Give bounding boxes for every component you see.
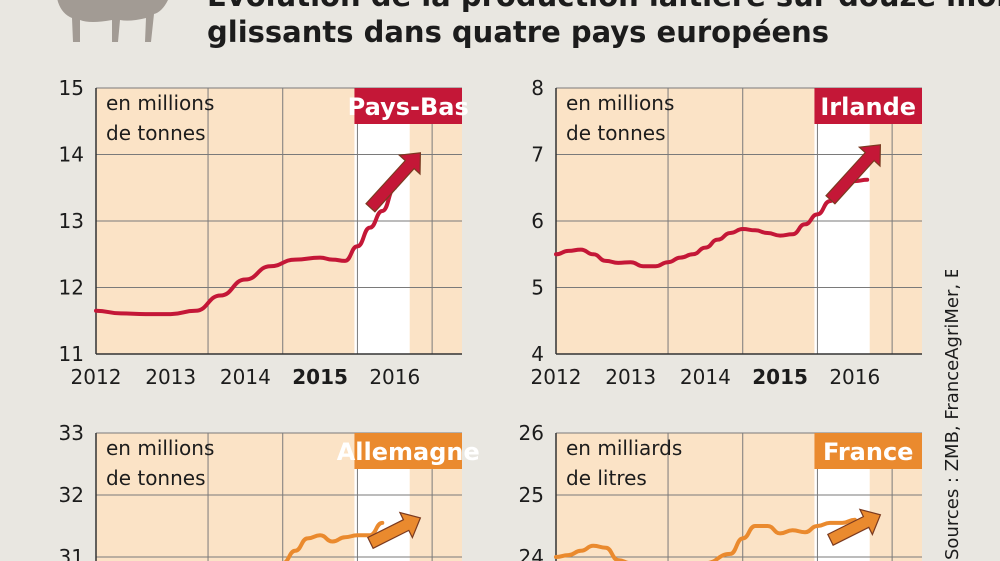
y-tick-label: 15 [59, 76, 84, 100]
unit-label-line-1: en milliards [566, 436, 682, 460]
country-label: Irlande [820, 93, 916, 121]
y-tick-label: 5 [531, 276, 544, 300]
series-line [554, 177, 870, 269]
up-arrow-icon [825, 144, 882, 205]
x-tick-label: 2016 [829, 365, 880, 389]
country-label: France [823, 438, 913, 466]
x-tick-label: 2012 [531, 365, 582, 389]
country-label-box [814, 433, 922, 469]
unit-label-line-2: de tonnes [106, 121, 206, 145]
y-tick-label: 8 [531, 76, 544, 100]
y-tick-label: 33 [59, 421, 84, 445]
x-tick-label: 2014 [680, 365, 731, 389]
x-tick-label: 2012 [71, 365, 122, 389]
series-line [94, 185, 397, 317]
x-tick-label: 2013 [605, 365, 656, 389]
unit-label-line-1: en millions [106, 436, 214, 460]
y-tick-label: 32 [59, 483, 84, 507]
country-label: Pays-Bas [348, 93, 469, 121]
y-tick-label: 11 [59, 342, 84, 366]
x-tick-label: 2013 [145, 365, 196, 389]
country-label-box [354, 433, 462, 469]
country-label-box [814, 88, 922, 124]
title-line-2: glissants dans quatre pays européens [207, 15, 830, 49]
y-tick-label: 12 [59, 276, 84, 300]
unit-label-line-1: en millions [566, 91, 674, 115]
series-line [554, 517, 857, 561]
up-arrow-icon [365, 152, 422, 213]
unit-label-line-2: de tonnes [106, 466, 206, 490]
x-tick-label: 2014 [220, 365, 271, 389]
x-tick-label: 2015 [752, 365, 808, 389]
y-tick-label: 26 [519, 421, 544, 445]
y-tick-label: 14 [59, 143, 84, 167]
chart-panel-3: 24 25 26 en milliards de litres France [519, 421, 922, 561]
y-tick-label: 31 [59, 545, 84, 561]
y-tick-label: 6 [531, 209, 544, 233]
unit-label-line-2: de litres [566, 466, 647, 490]
source-text: Sources : ZMB, FranceAgriMer, Eurostat [942, 270, 963, 560]
y-tick-label: 4 [531, 342, 544, 366]
source-note: Sources : ZMB, FranceAgriMer, Eurostat [942, 270, 963, 560]
x-tick-label: 2016 [369, 365, 420, 389]
up-arrow-icon [366, 511, 422, 550]
y-tick-label: 24 [519, 545, 544, 561]
country-label: Allemagne [337, 438, 480, 466]
cow-icon [57, 0, 168, 42]
chart-panel-1: 4 5 6 7 8 2012 2013 2014 2015 2016 en millions de t… [531, 76, 922, 389]
y-tick-label: 13 [59, 209, 84, 233]
x-tick-label: 2015 [292, 365, 348, 389]
y-tick-label: 25 [519, 483, 544, 507]
chart-panel-0: 11 12 13 14 15 2012 2013 2014 2015 2016 en million… [59, 76, 469, 389]
chart-panel-2: 31 32 33 en millions de tonnes Allemagne [59, 421, 480, 561]
title-line-1: Évolution de la production laitière sur … [207, 0, 1000, 14]
unit-label-line-2: de tonnes [566, 121, 666, 145]
unit-label-line-1: en millions [106, 91, 214, 115]
country-label-box [354, 88, 462, 124]
up-arrow-icon [826, 508, 882, 547]
series-line [283, 520, 385, 561]
y-tick-label: 7 [531, 143, 544, 167]
chart-title: Évolution de la production laitière sur … [207, 0, 1000, 50]
